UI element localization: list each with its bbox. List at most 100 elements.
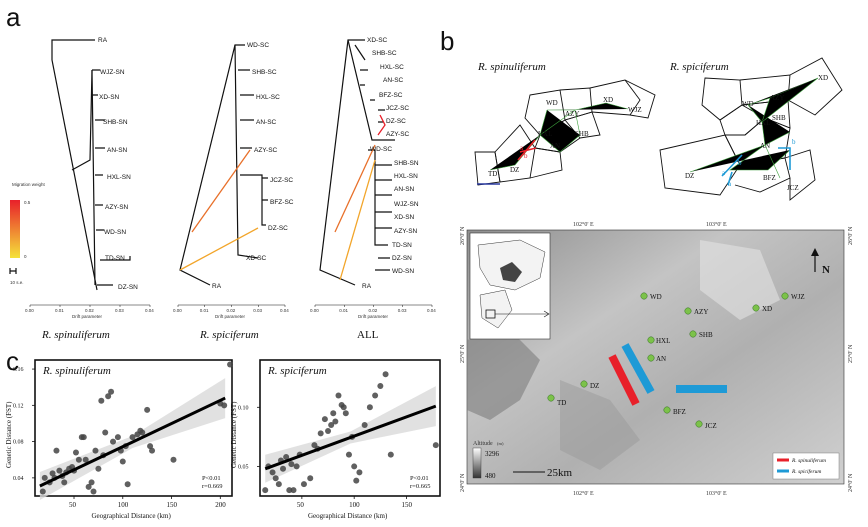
tree-caption: R. spinuliferum (41, 329, 110, 341)
tree-leaf-label: HXL-SC (380, 64, 404, 71)
scatter-spiciferum: 50 100 150 0.05 0.10 R. spiciferum Geographica… (230, 359, 441, 520)
scatter-point (85, 483, 92, 490)
lon-label: 103°0' E (706, 221, 727, 228)
barrier-legend: R. spinuliferum R. spiciferum (772, 452, 840, 480)
scatter-point (275, 481, 282, 488)
tree-leaf-label: AN-SN (107, 147, 128, 154)
site-label: BFZ (763, 174, 776, 182)
tree-leaf-label: HXL-SN (394, 173, 418, 180)
tree-xlabel: Drift parameter (358, 314, 389, 319)
tree-leaf-label: BFZ-SC (379, 92, 403, 99)
scatter-point (221, 402, 228, 409)
map-site-label: AN (656, 355, 666, 363)
y-tick-label: 0.12 (13, 403, 24, 409)
tree-caption: R. spiciferum (199, 329, 259, 341)
scatter-point (88, 479, 95, 486)
scatter-point (317, 430, 324, 437)
tree-leaf-label: AZY-SC (386, 131, 410, 138)
tree-leaf-label: SHB-SN (394, 160, 419, 167)
scatter-point (353, 477, 360, 484)
tree-caption: ALL (357, 329, 379, 341)
site-label: XD (818, 74, 828, 82)
altitude-max: 3296 (485, 450, 500, 458)
lon-label: 103°0' E (706, 490, 727, 497)
network-title: R. spinuliferum (477, 61, 546, 73)
tree-leaf-label: XD-SC (367, 37, 388, 44)
tree-tick-label: 0.03 (115, 308, 124, 313)
site-label: SHB (772, 114, 786, 122)
scatter-point (321, 416, 328, 423)
tree-leaf-label: SHB-SC (372, 50, 397, 57)
tree-leaf-label: AN-SC (256, 119, 277, 126)
site-label: AN (760, 142, 770, 150)
tree-leaf-label: TD-SN (392, 242, 412, 249)
x-tick-label: 50 (69, 501, 77, 509)
scatter-point (114, 434, 121, 441)
tree-all: RA XD-SC SHB-SC HXL-SC AN-SC BFZ-SC JCZ-SC DZ-… (310, 37, 436, 341)
scatter-point (382, 371, 389, 378)
tree-tick-label: 0.02 (85, 308, 94, 313)
scatter-point (286, 487, 293, 494)
arrow-label: b (738, 159, 742, 167)
scatter-point (293, 463, 300, 470)
arrow-label: a (722, 169, 726, 177)
scatter-point (49, 470, 56, 477)
network-spinuliferum: R. spinuliferum WD AZY XD WJZ HXL SHB AN… (474, 61, 656, 186)
tree-leaf-label: AZY-SC (254, 147, 278, 154)
scatter-spinuliferum: 50 100 150 200 0.04 0.08 0.12 0.16 R. spinulifer… (5, 359, 234, 520)
scatter-point (80, 434, 87, 441)
scatter-point (361, 422, 368, 429)
tree-tick-label: 0.01 (339, 308, 348, 313)
barrier-spinuliferum (608, 354, 640, 406)
altitude-title: Altitude (473, 441, 493, 447)
scatter-point (372, 392, 379, 399)
network-title: R. spiciferum (669, 61, 729, 73)
scatter-stat: P<0.01 (202, 475, 221, 482)
x-tick-label: 150 (402, 501, 413, 509)
site-label: AZY (770, 94, 784, 102)
scatter-point (377, 383, 384, 390)
tree-leaf-label: AN-SC (383, 77, 404, 84)
tree-root-label: RA (212, 283, 222, 290)
scatter-point (290, 487, 297, 494)
tree-leaf-label: AZY-SN (105, 204, 129, 211)
tree-leaf-label: WD-SN (104, 229, 126, 236)
scatter-point (283, 453, 290, 460)
scatter-point (227, 361, 234, 368)
legend-item: R. spiciferum (791, 468, 821, 475)
tree-tick-label: 0.01 (55, 308, 64, 313)
panel-label-b: b (440, 26, 454, 56)
scatter-point (272, 475, 279, 482)
scatter-point (325, 427, 332, 434)
tree-leaf-label: JCZ-SC (386, 105, 409, 112)
tree-leaf-label: WJZ-SN (394, 201, 419, 208)
scatter-point (149, 447, 156, 454)
tree-leaf-label: DZ-SC (386, 118, 406, 125)
map-site-label: DZ (590, 382, 599, 390)
tree-leaf-label: XD-SN (99, 94, 120, 101)
network-spiciferum: R. spiciferum XD WD AZY HXL SHB AN DZ (659, 57, 843, 201)
tree-tick-label: 0.00 (25, 308, 34, 313)
lat-label: 25°0' N (847, 344, 854, 363)
scatter-point (98, 397, 105, 404)
lat-label: 24°0' N (459, 473, 466, 492)
scatter-point (39, 488, 46, 495)
scatter-point (432, 442, 439, 449)
map-site-label: WJZ (791, 293, 805, 301)
altitude-legend: Altitude (m) 3296 480 (472, 441, 504, 480)
scatter-point (262, 487, 269, 494)
regression-line (39, 396, 226, 488)
regression-line (264, 404, 437, 471)
site-label: XD (603, 96, 613, 104)
tree-spinuliferum: RA WJZ-SN XD-SN SHB-SN AN-SN HXL-SN AZY-SN WD-… (25, 37, 154, 341)
scatter-point (335, 392, 342, 399)
arrow-label: a (520, 144, 524, 152)
scatter-point (342, 410, 349, 417)
tree-leaf-label: AZY-SN (394, 228, 418, 235)
scatter-point (332, 418, 339, 425)
site-label: HXL (756, 119, 770, 127)
tree-tick-label: 0.04 (145, 308, 154, 313)
tree-tick-label: 0.01 (200, 308, 209, 313)
scatter-point (330, 410, 337, 417)
